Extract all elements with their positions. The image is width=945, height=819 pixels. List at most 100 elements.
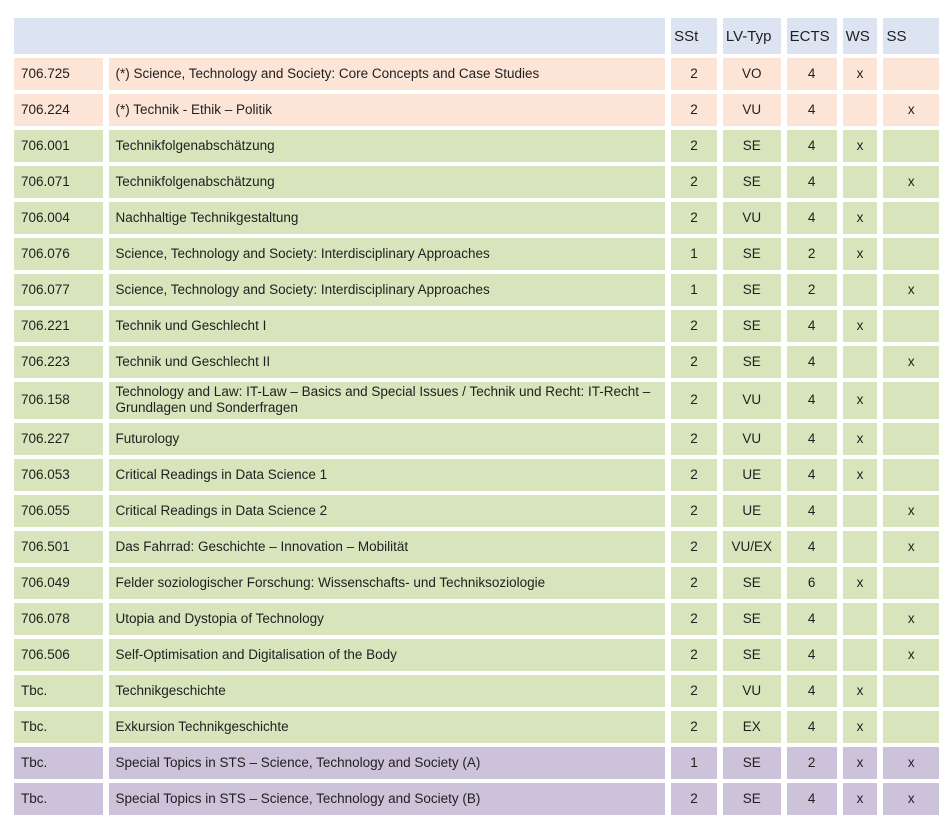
sst-cell: 2 <box>671 310 717 342</box>
table-row: 706.158 Technology and Law: IT-Law – Bas… <box>14 382 939 419</box>
ws-cell: x <box>842 746 878 779</box>
course-table: SSt LV-Typ ECTS WS SS 706.725 (*) Scienc… <box>8 14 945 819</box>
course-title-cell: Technikgeschichte <box>109 674 666 707</box>
course-title-cell: Technik und Geschlecht II <box>109 346 666 378</box>
ss-cell <box>883 674 939 707</box>
sst-cell: 1 <box>671 274 717 306</box>
ects-cell: 4 <box>786 58 837 90</box>
ects-cell: 4 <box>786 310 837 342</box>
course-code-cell: 706.053 <box>14 458 104 491</box>
table-header-row: SSt LV-Typ ECTS WS SS <box>14 18 939 54</box>
ws-cell: x <box>842 202 878 234</box>
course-code-cell: Tbc. <box>14 746 104 779</box>
ects-cell: 4 <box>786 494 837 527</box>
course-code-cell: 706.004 <box>14 202 104 234</box>
ss-cell: x <box>883 782 939 815</box>
ss-cell: x <box>883 166 939 198</box>
ss-cell: x <box>883 346 939 378</box>
sst-cell: 2 <box>671 530 717 563</box>
course-title-cell: Science, Technology and Society: Interdi… <box>109 274 666 306</box>
ects-cell: 4 <box>786 530 837 563</box>
sst-cell: 2 <box>671 58 717 90</box>
sst-cell: 2 <box>671 346 717 378</box>
course-title-cell: Critical Readings in Data Science 1 <box>109 458 666 491</box>
course-title-cell: Self-Optimisation and Digitalisation of … <box>109 638 666 671</box>
sst-cell: 2 <box>671 674 717 707</box>
ects-cell: 4 <box>786 602 837 635</box>
ws-cell: x <box>842 130 878 162</box>
table-row: 706.227 Futurology 2 VU 4 x <box>14 422 939 455</box>
ects-cell: 4 <box>786 202 837 234</box>
course-code-cell: Tbc. <box>14 710 104 743</box>
table-row: 706.221 Technik und Geschlecht I 2 SE 4 … <box>14 310 939 342</box>
table-row: 706.004 Nachhaltige Technikgestaltung 2 … <box>14 202 939 234</box>
column-header-ects: ECTS <box>786 18 837 54</box>
ws-cell <box>842 494 878 527</box>
course-title-cell: Special Topics in STS – Science, Technol… <box>109 746 666 779</box>
ss-cell <box>883 202 939 234</box>
course-title-cell: (*) Technik - Ethik – Politik <box>109 94 666 126</box>
course-code-cell: 706.725 <box>14 58 104 90</box>
ss-cell: x <box>883 638 939 671</box>
ss-cell <box>883 58 939 90</box>
header-blank-cell <box>14 18 666 54</box>
ss-cell: x <box>883 746 939 779</box>
course-code-cell: 706.071 <box>14 166 104 198</box>
course-code-cell: 706.223 <box>14 346 104 378</box>
sst-cell: 2 <box>671 782 717 815</box>
sst-cell: 1 <box>671 238 717 270</box>
course-title-cell: Special Topics in STS – Science, Technol… <box>109 782 666 815</box>
table-row: 706.076 Science, Technology and Society:… <box>14 238 939 270</box>
course-code-cell: Tbc. <box>14 782 104 815</box>
course-code-cell: 706.078 <box>14 602 104 635</box>
lv-typ-cell: SE <box>722 238 781 270</box>
lv-typ-cell: VU/EX <box>722 530 781 563</box>
lv-typ-cell: EX <box>722 710 781 743</box>
lv-typ-cell: SE <box>722 746 781 779</box>
sst-cell: 2 <box>671 566 717 599</box>
table-row: Tbc. Special Topics in STS – Science, Te… <box>14 782 939 815</box>
ects-cell: 2 <box>786 274 837 306</box>
sst-cell: 2 <box>671 710 717 743</box>
ects-cell: 4 <box>786 346 837 378</box>
ects-cell: 4 <box>786 638 837 671</box>
ects-cell: 4 <box>786 166 837 198</box>
lv-typ-cell: VU <box>722 422 781 455</box>
sst-cell: 2 <box>671 202 717 234</box>
lv-typ-cell: VU <box>722 382 781 419</box>
ws-cell: x <box>842 566 878 599</box>
course-title-cell: Science, Technology and Society: Interdi… <box>109 238 666 270</box>
course-code-cell: 706.049 <box>14 566 104 599</box>
sst-cell: 2 <box>671 166 717 198</box>
table-row: 706.725 (*) Science, Technology and Soci… <box>14 58 939 90</box>
ects-cell: 4 <box>786 422 837 455</box>
lv-typ-cell: VU <box>722 94 781 126</box>
sst-cell: 2 <box>671 94 717 126</box>
course-code-cell: 706.077 <box>14 274 104 306</box>
lv-typ-cell: SE <box>722 602 781 635</box>
course-title-cell: (*) Science, Technology and Society: Cor… <box>109 58 666 90</box>
course-table-body: 706.725 (*) Science, Technology and Soci… <box>14 58 939 815</box>
ects-cell: 6 <box>786 566 837 599</box>
ws-cell <box>842 530 878 563</box>
sst-cell: 2 <box>671 130 717 162</box>
course-code-cell: 706.076 <box>14 238 104 270</box>
course-title-cell: Das Fahrrad: Geschichte – Innovation – M… <box>109 530 666 563</box>
table-row: 706.077 Science, Technology and Society:… <box>14 274 939 306</box>
course-code-cell: 706.055 <box>14 494 104 527</box>
course-code-cell: Tbc. <box>14 674 104 707</box>
ws-cell: x <box>842 710 878 743</box>
ss-cell <box>883 310 939 342</box>
course-code-cell: 706.506 <box>14 638 104 671</box>
table-row: 706.049 Felder soziologischer Forschung:… <box>14 566 939 599</box>
sst-cell: 2 <box>671 494 717 527</box>
course-title-cell: Technikfolgenabschätzung <box>109 166 666 198</box>
ss-cell <box>883 458 939 491</box>
table-row: Tbc. Technikgeschichte 2 VU 4 x <box>14 674 939 707</box>
lv-typ-cell: VO <box>722 58 781 90</box>
course-code-cell: 706.158 <box>14 382 104 419</box>
lv-typ-cell: SE <box>722 782 781 815</box>
ws-cell: x <box>842 674 878 707</box>
ws-cell: x <box>842 58 878 90</box>
ects-cell: 4 <box>786 130 837 162</box>
